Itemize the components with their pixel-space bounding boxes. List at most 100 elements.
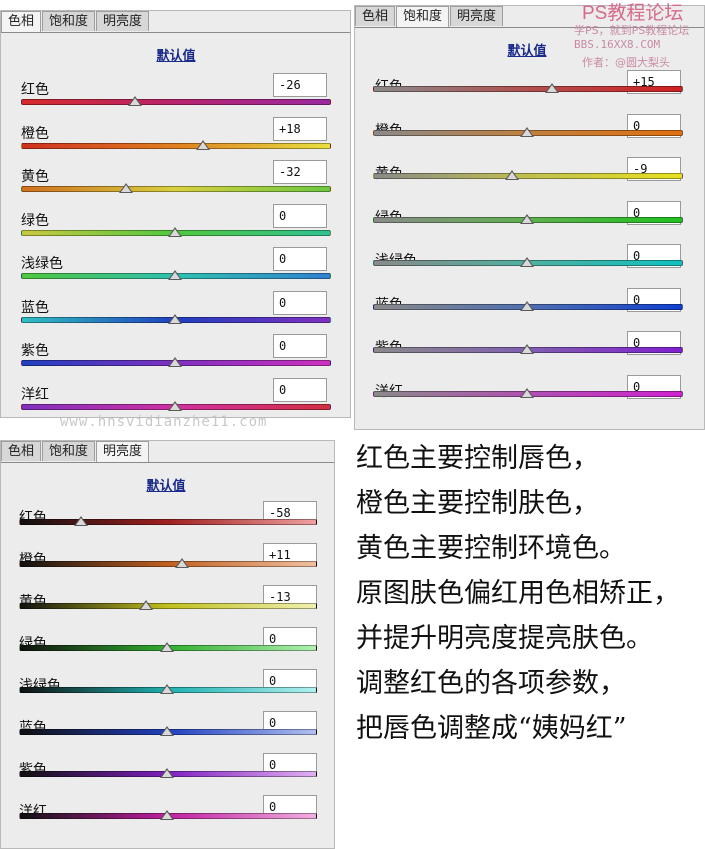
slider-thumb[interactable] xyxy=(168,313,182,324)
slider-thumb[interactable] xyxy=(544,83,559,93)
caption-line: 并提升明亮度提亮肤色。 xyxy=(356,623,653,654)
tab-luminance[interactable]: 明亮度 xyxy=(96,11,150,31)
watermark-site: www.hnsvidianzhe11.com xyxy=(60,414,268,430)
slider-thumb[interactable] xyxy=(520,300,534,311)
tab-hue[interactable]: 色相 xyxy=(355,6,396,26)
slider-row: 橙色 +18 xyxy=(1,116,350,167)
slider-thumb[interactable] xyxy=(520,257,534,267)
slider-thumb[interactable] xyxy=(195,139,210,150)
slider-label: 红色 xyxy=(21,82,49,98)
slider-label: 橙色 xyxy=(21,125,49,142)
tab-divider xyxy=(1,462,334,463)
slider-row: 洋红0 xyxy=(355,374,704,425)
slider-row: 黄色-9 xyxy=(355,157,704,207)
slider-row: 橙色 +11 xyxy=(1,543,334,593)
defaults-link[interactable]: 默认值 xyxy=(146,479,186,494)
slider-row: 黄色 -13 xyxy=(1,585,334,635)
slider-thumb[interactable] xyxy=(139,600,154,610)
slider-value-input[interactable]: -32 xyxy=(273,160,327,184)
slider-label: 紫色 xyxy=(21,343,49,359)
tab-hue[interactable]: 色相 xyxy=(1,441,42,461)
tab-hue[interactable]: 色相 xyxy=(1,11,42,33)
slider-thumb[interactable] xyxy=(118,183,133,193)
tab-luminance[interactable]: 明亮度 xyxy=(450,6,504,26)
slider-row: 蓝色 0 xyxy=(1,290,350,341)
slider-thumb[interactable] xyxy=(168,226,182,237)
slider-value-input[interactable]: 0 xyxy=(273,334,327,358)
tab-strip: 色相 饱和度 明亮度 xyxy=(1,11,150,33)
caption-line: 橙色主要控制肤色， xyxy=(356,488,599,519)
slider-thumb[interactable] xyxy=(174,558,189,568)
slider-track[interactable] xyxy=(21,99,331,105)
slider-row: 绿色0 xyxy=(355,200,704,251)
slider-value-input[interactable]: 0 xyxy=(273,290,327,315)
slider-track[interactable] xyxy=(19,561,317,567)
tab-saturation[interactable]: 饱和度 xyxy=(396,6,450,28)
slider-thumb[interactable] xyxy=(160,684,174,694)
slider-track[interactable] xyxy=(21,186,331,192)
slider-thumb[interactable] xyxy=(168,270,182,280)
slider-row: 红色+15 xyxy=(355,70,704,120)
slider-track[interactable] xyxy=(19,519,317,525)
slider-value-input[interactable]: 0 xyxy=(273,203,327,228)
slider-thumb[interactable] xyxy=(160,810,174,820)
luminance-panel: 色相 饱和度 明亮度 默认值 红色 -58 橙色 +11 黄色 -13 绿色 0 浅绿色 0 蓝色 0 紫色 0 洋… xyxy=(0,440,335,849)
slider-value-input[interactable]: -26 xyxy=(273,73,327,97)
tab-divider xyxy=(355,27,704,28)
slider-row: 蓝色0 xyxy=(355,287,704,338)
slider-thumb[interactable] xyxy=(160,642,174,652)
slider-thumb[interactable] xyxy=(520,213,534,224)
slider-row: 红色 -26 xyxy=(1,73,350,123)
tab-saturation[interactable]: 饱和度 xyxy=(42,441,96,461)
slider-thumb[interactable] xyxy=(127,96,142,106)
watermark-url: BBS.16XX8.COM xyxy=(574,38,661,51)
slider-thumb[interactable] xyxy=(168,400,182,411)
tutorial-caption: 红色主要控制唇色， 橙色主要控制肤色， 黄色主要控制环境色。 原图肤色偏红用色相… xyxy=(356,436,705,751)
caption-line: 把唇色调整成“姨妈红” xyxy=(356,713,627,744)
slider-label: 黄色 xyxy=(21,169,49,185)
watermark-title: PS教程论坛 xyxy=(582,3,684,24)
tab-divider xyxy=(1,32,350,33)
slider-track[interactable] xyxy=(373,173,683,179)
watermark-line: 学PS，就到PS教程论坛 xyxy=(574,24,690,37)
slider-track[interactable] xyxy=(19,603,317,609)
defaults-link[interactable]: 默认值 xyxy=(156,49,196,64)
defaults-link[interactable]: 默认值 xyxy=(507,44,547,59)
slider-thumb[interactable] xyxy=(520,387,534,398)
slider-row: 紫色 0 xyxy=(1,334,350,384)
slider-thumb[interactable] xyxy=(520,344,534,354)
caption-line: 黄色主要控制环境色。 xyxy=(356,533,626,564)
slider-label: 绿色 xyxy=(21,212,49,229)
slider-value-input[interactable]: 0 xyxy=(273,247,327,271)
slider-thumb[interactable] xyxy=(504,170,519,180)
slider-row: 橙色0 xyxy=(355,113,704,164)
slider-track[interactable] xyxy=(21,142,331,149)
slider-label: 蓝色 xyxy=(21,299,49,316)
tab-luminance[interactable]: 明亮度 xyxy=(96,441,150,463)
slider-row: 绿色 0 xyxy=(1,203,350,254)
slider-thumb[interactable] xyxy=(520,126,534,137)
tab-strip: 色相 饱和度 明亮度 xyxy=(1,441,150,463)
slider-value-input[interactable]: 0 xyxy=(273,377,327,402)
watermark-author: 作者：@圆大梨头 xyxy=(582,56,670,69)
slider-row: 紫色0 xyxy=(355,331,704,381)
slider-thumb[interactable] xyxy=(168,357,182,367)
slider-track[interactable] xyxy=(373,86,683,92)
slider-row: 洋红 0 xyxy=(1,377,350,428)
slider-thumb[interactable] xyxy=(160,768,174,778)
hue-panel: 色相 饱和度 明亮度 默认值 红色 -26 橙色 +18 黄色 -32 绿色 0 浅绿色 0 蓝色 0 紫色 0 洋… xyxy=(0,10,351,418)
slider-row: 红色 -58 xyxy=(1,501,334,551)
slider-thumb[interactable] xyxy=(160,726,174,736)
slider-label: 洋红 xyxy=(21,386,49,403)
caption-line: 红色主要控制唇色， xyxy=(356,443,599,474)
slider-value-input[interactable]: +18 xyxy=(273,116,327,141)
tab-saturation[interactable]: 饱和度 xyxy=(42,11,96,31)
slider-thumb[interactable] xyxy=(74,516,89,526)
